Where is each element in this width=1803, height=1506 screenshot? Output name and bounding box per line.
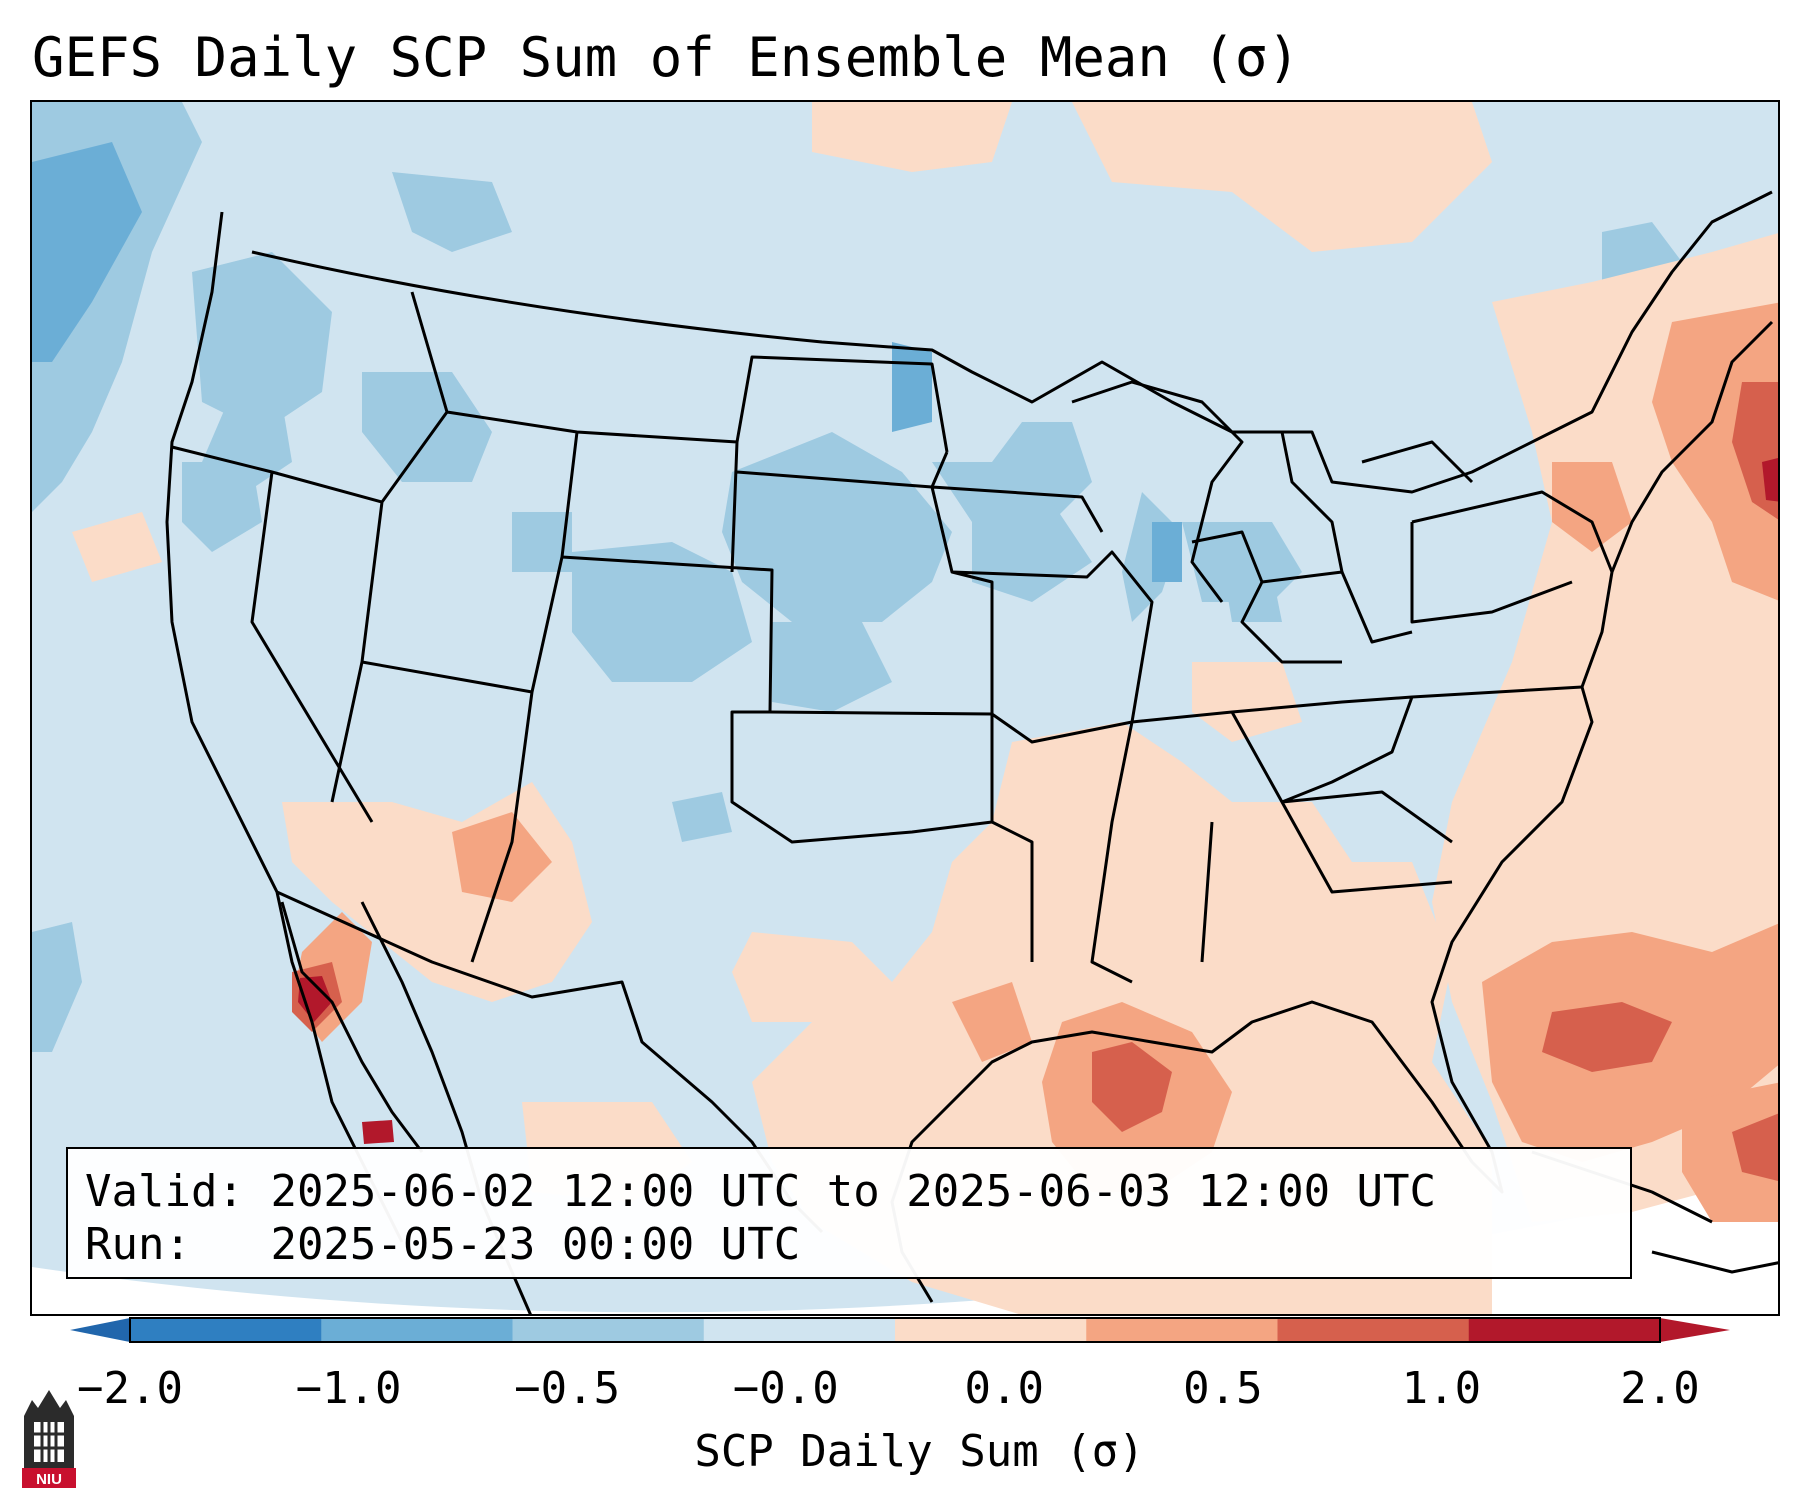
great-lakes: [1071, 380, 1474, 603]
colorbar: [70, 1317, 1730, 1343]
valid-run-info-box: Valid: 2025-06-02 12:00 UTC to 2025-06-0…: [66, 1147, 1632, 1279]
colorbar-title: SCP Daily Sum (σ): [694, 1426, 1145, 1477]
negative-anomaly-field: [32, 102, 1682, 1052]
colorbar-tick-label: 0.0: [964, 1363, 1045, 1414]
colorbar-under-arrow: [70, 1318, 130, 1342]
colorbar-tick-label: −1.0: [295, 1363, 402, 1414]
colorbar-tick-label: 1.0: [1401, 1363, 1482, 1414]
run-time: 2025-05-23 00:00 UTC: [270, 1219, 801, 1270]
west-states: [171, 291, 949, 963]
state-country-boundaries: [165, 190, 1778, 1314]
map-panel[interactable]: [30, 100, 1780, 1316]
atlantic-northeast-coast: [1580, 320, 1774, 688]
colorbar-tick-label: −2.0: [77, 1363, 183, 1414]
colorbar-over-arrow: [1660, 1318, 1730, 1342]
logo-text: NIU: [36, 1471, 62, 1488]
colorbar-tick-label: 0.5: [1183, 1363, 1263, 1414]
pacific-coast: [165, 211, 404, 1243]
colorbar-segment: [321, 1318, 513, 1342]
valid-label: Valid:: [85, 1166, 244, 1217]
canada-us-border: [251, 190, 1773, 494]
colorbar-outline: [129, 1317, 1661, 1343]
colorbar-segment: [512, 1318, 705, 1342]
colorbar-segment: [1468, 1318, 1661, 1342]
central-states: [730, 451, 1154, 962]
university-building-icon: NIU: [22, 1390, 76, 1488]
gulf-atlantic-coast: [890, 686, 1594, 1303]
run-label: Run:: [85, 1219, 191, 1270]
colorbar-tick-label: −0.5: [514, 1363, 621, 1414]
extreme-positive-field: [298, 458, 1778, 1144]
colorbar-segment: [1086, 1318, 1278, 1342]
colorbar-segment: [130, 1318, 322, 1342]
colorbar-tick-label: 2.0: [1620, 1363, 1700, 1414]
moderate-negative-field: [32, 142, 1182, 582]
valid-range: 2025-06-02 12:00 UTC to 2025-06-03 12:00…: [270, 1166, 1437, 1217]
colorbar-tick-label: −0.0: [732, 1363, 839, 1414]
baja-california: [280, 901, 424, 1153]
colorbar-segment: [895, 1318, 1087, 1342]
map-title: GEFS Daily SCP Sum of Ensemble Mean (σ): [32, 26, 1300, 89]
map-canvas: [32, 102, 1778, 1314]
east-states: [1090, 490, 1614, 984]
colorbar-segment: [1277, 1318, 1470, 1342]
colorbar-segment: [703, 1318, 896, 1342]
